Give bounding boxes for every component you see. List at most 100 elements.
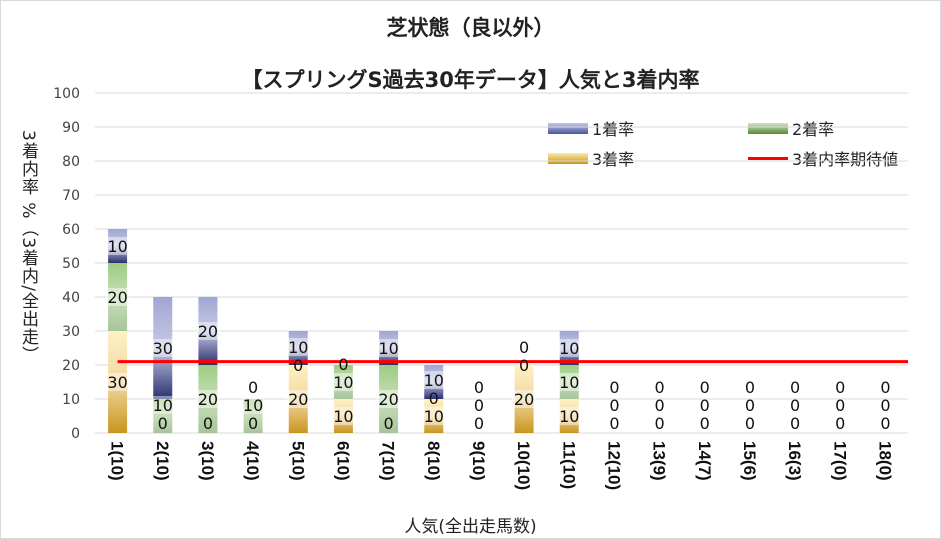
data-label: 0 bbox=[248, 414, 258, 433]
y-tick-label: 80 bbox=[62, 154, 80, 170]
y-tick-label: 0 bbox=[71, 426, 80, 442]
y-tick-label: 70 bbox=[62, 188, 80, 204]
data-label: 0 bbox=[835, 378, 845, 397]
legend-swatch bbox=[548, 122, 588, 134]
data-label: 20 bbox=[378, 390, 398, 409]
data-label: 10 bbox=[559, 339, 579, 358]
bar-1st bbox=[153, 297, 173, 399]
bar-3rd bbox=[559, 399, 579, 433]
data-label: 0 bbox=[158, 414, 168, 433]
data-label: 10 bbox=[378, 339, 398, 358]
legend-label: 3着内率期待値 bbox=[792, 150, 899, 169]
data-label: 0 bbox=[474, 378, 484, 397]
legend-item-3rd: 3着率 bbox=[548, 146, 634, 170]
x-tick-label: 8(10) bbox=[424, 441, 443, 481]
bar-2nd bbox=[559, 365, 579, 399]
legend-label: 2着率 bbox=[792, 120, 835, 139]
data-label-bg bbox=[286, 338, 311, 356]
data-label-bg bbox=[376, 339, 401, 357]
bar-1st bbox=[559, 331, 579, 365]
x-tick-label: 13(9) bbox=[650, 441, 669, 481]
x-tick-label: 17(0) bbox=[830, 441, 849, 481]
x-tick-label: 12(10) bbox=[604, 441, 623, 490]
data-label: 30 bbox=[107, 373, 127, 392]
y-tick-label: 60 bbox=[62, 222, 80, 238]
data-label: 0 bbox=[745, 378, 755, 397]
chart-title: 芝状態（良以外） bbox=[386, 16, 555, 40]
data-label-bg bbox=[150, 396, 175, 414]
x-tick-label: 3(10) bbox=[198, 441, 217, 481]
data-label: 0 bbox=[835, 414, 845, 433]
data-label: 0 bbox=[745, 396, 755, 415]
data-label: 0 bbox=[835, 396, 845, 415]
data-label: 0 bbox=[654, 396, 664, 415]
bar-1st bbox=[108, 229, 128, 263]
bar-2nd bbox=[379, 365, 399, 433]
data-label: 0 bbox=[700, 396, 710, 415]
data-label: 20 bbox=[288, 390, 308, 409]
data-label: 0 bbox=[880, 396, 890, 415]
data-label: 0 bbox=[609, 414, 619, 433]
data-label: 0 bbox=[700, 414, 710, 433]
data-label: 0 bbox=[880, 414, 890, 433]
y-tick-label: 100 bbox=[53, 86, 80, 102]
data-label: 30 bbox=[153, 339, 173, 358]
x-tick-label: 7(10) bbox=[379, 441, 398, 481]
data-label: 20 bbox=[198, 322, 218, 341]
bar-3rd bbox=[333, 399, 353, 433]
bar-1st bbox=[424, 365, 444, 399]
bar-2nd bbox=[243, 399, 263, 433]
y-axis-title: 3着内率 %（3着内/全出走） bbox=[18, 130, 38, 364]
data-label: 0 bbox=[248, 378, 258, 397]
data-label: 20 bbox=[514, 390, 534, 409]
data-label: 0 bbox=[203, 414, 213, 433]
data-label: 0 bbox=[609, 378, 619, 397]
data-label: 10 bbox=[107, 237, 127, 256]
data-label: 10 bbox=[424, 371, 444, 390]
data-label-bg bbox=[105, 288, 130, 306]
data-label-bg bbox=[105, 237, 130, 255]
bar-1st bbox=[379, 331, 399, 365]
data-label-bg bbox=[376, 390, 401, 408]
data-label-bg bbox=[195, 322, 220, 340]
x-tick-label: 2(10) bbox=[153, 441, 172, 481]
x-tick-label: 9(10) bbox=[469, 441, 488, 481]
bar-3rd bbox=[288, 365, 308, 433]
data-label: 0 bbox=[790, 414, 800, 433]
x-tick-label: 5(10) bbox=[288, 441, 307, 481]
y-tick-label: 50 bbox=[62, 256, 80, 272]
data-label-bg bbox=[421, 407, 446, 425]
chart-subtitle: 【スプリングS過去30年データ】人気と3着内率 bbox=[241, 68, 700, 92]
data-label: 0 bbox=[790, 378, 800, 397]
bar-3rd bbox=[108, 331, 128, 433]
data-label: 10 bbox=[288, 338, 308, 357]
data-label-bg bbox=[150, 339, 175, 357]
legend-item-1st: 1着率 bbox=[548, 116, 634, 140]
y-tick-label: 40 bbox=[62, 290, 80, 306]
x-tick-label: 18(0) bbox=[875, 441, 894, 481]
bar-3rd bbox=[424, 399, 444, 433]
data-label: 0 bbox=[654, 378, 664, 397]
data-label: 0 bbox=[654, 414, 664, 433]
data-label-bg bbox=[421, 371, 446, 389]
data-label-bg bbox=[195, 390, 220, 408]
y-tick-label: 30 bbox=[62, 324, 80, 340]
data-label-bg bbox=[286, 390, 311, 408]
data-label: 10 bbox=[333, 373, 353, 392]
data-label: 0 bbox=[429, 389, 439, 408]
y-tick-label: 20 bbox=[62, 358, 80, 374]
y-tick-label: 90 bbox=[62, 120, 80, 136]
data-label: 0 bbox=[790, 396, 800, 415]
data-label: 20 bbox=[107, 288, 127, 307]
legend-swatch bbox=[548, 152, 588, 164]
data-label: 10 bbox=[243, 396, 263, 415]
x-tick-label: 10(10) bbox=[514, 441, 533, 490]
bar-1st bbox=[198, 297, 218, 365]
data-label-bg bbox=[557, 407, 582, 425]
x-tick-label: 15(6) bbox=[740, 441, 759, 481]
legend-line bbox=[748, 156, 788, 160]
data-label-bg bbox=[331, 407, 356, 425]
data-label: 0 bbox=[880, 378, 890, 397]
legend-item-expected: 3着内率期待値 bbox=[748, 146, 898, 170]
data-label: 0 bbox=[338, 355, 348, 374]
